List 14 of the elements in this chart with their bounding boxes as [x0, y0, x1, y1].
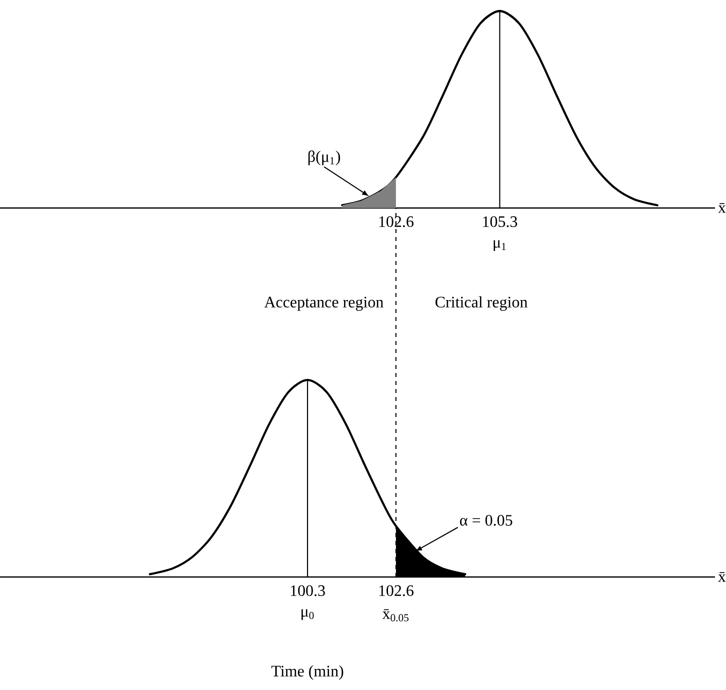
x-tick-label: 102.6: [379, 216, 414, 228]
x-axis-title: x̄: [718, 203, 726, 213]
x-tick-label: 105.3: [483, 216, 518, 228]
text: Acceptance region: [264, 296, 384, 311]
x-tick-label: 102.6: [379, 585, 414, 596]
ref-line-label: x̄$_{0.05}$: [382, 609, 409, 622]
annotation: α = 0.05: [460, 514, 512, 526]
x-tick-label: 100.3: [290, 585, 325, 596]
text: Time (min): [271, 665, 344, 680]
ref-line-label: μ$_{1}$: [494, 240, 506, 252]
annotation: β(μ$_{1}$): [308, 150, 340, 166]
text: Critical region: [436, 296, 528, 311]
x-axis-title: x̄: [718, 572, 726, 582]
ref-line-label: μ$_{0}$: [302, 609, 314, 620]
